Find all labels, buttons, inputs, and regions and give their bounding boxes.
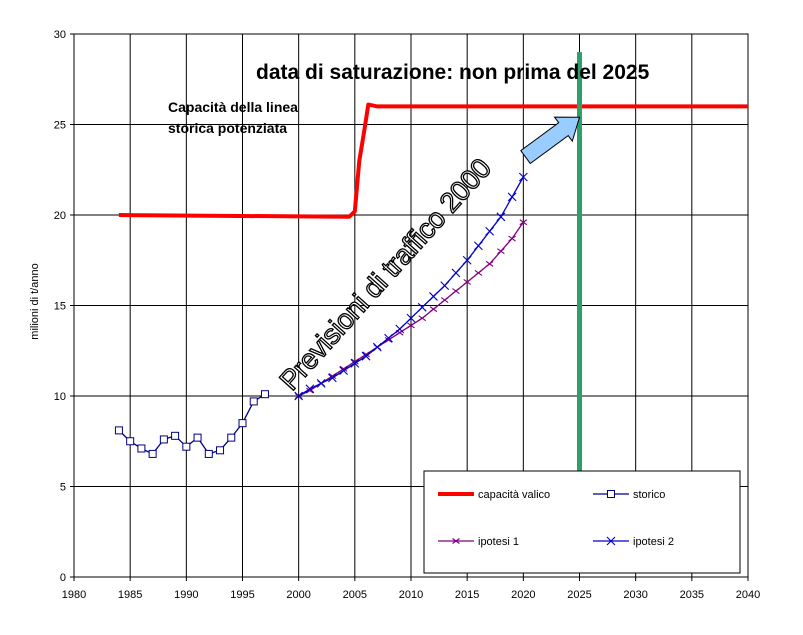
point-x-marker bbox=[350, 359, 360, 368]
x-tick-label: 1980 bbox=[62, 589, 86, 601]
point-x-marker bbox=[361, 351, 371, 361]
x-tick-label: 2000 bbox=[286, 589, 310, 601]
point-cross-marker bbox=[452, 538, 460, 544]
legend-label: capacità valico bbox=[478, 489, 550, 501]
y-tick-label: 10 bbox=[54, 391, 66, 403]
point-cross-marker bbox=[485, 260, 494, 267]
point-square-marker bbox=[171, 431, 180, 440]
point-square-marker bbox=[193, 433, 202, 442]
point-cross-marker bbox=[452, 288, 460, 294]
point-x-marker bbox=[316, 378, 326, 388]
x-tick-label: 2040 bbox=[736, 589, 760, 601]
x-tick-label: 2030 bbox=[623, 589, 647, 601]
y-tick-label: 30 bbox=[54, 29, 66, 41]
legend-box bbox=[423, 470, 741, 574]
point-x-marker bbox=[606, 536, 616, 546]
x-axis-ticks: 1980 1985 1990 1995 2000 2005 2010 2015 2020 2025… bbox=[62, 577, 760, 601]
point-cross-marker bbox=[497, 248, 505, 255]
point-square-marker bbox=[227, 433, 236, 442]
point-cross-marker bbox=[339, 365, 348, 372]
forecast-annotation: Previsioni di traffico 2000 bbox=[273, 152, 497, 396]
point-x-marker bbox=[474, 241, 483, 251]
y-tick-label: 0 bbox=[60, 572, 66, 584]
series-group bbox=[114, 52, 748, 478]
x-tick-label: 1995 bbox=[230, 589, 254, 601]
point-x-marker bbox=[294, 391, 304, 401]
point-square-marker bbox=[238, 419, 247, 428]
point-x-marker bbox=[372, 342, 382, 352]
legend-label: storico bbox=[633, 489, 665, 501]
point-x-marker bbox=[518, 172, 528, 182]
point-x-marker bbox=[395, 324, 405, 334]
point-square-marker bbox=[607, 490, 615, 498]
point-square-marker bbox=[204, 449, 213, 458]
point-x-marker bbox=[429, 292, 438, 301]
y-tick-label: 5 bbox=[60, 482, 66, 494]
y-tick-label: 20 bbox=[54, 210, 66, 222]
point-square-marker bbox=[148, 449, 157, 458]
point-square-marker bbox=[159, 435, 168, 444]
point-square-marker bbox=[260, 390, 269, 399]
legend: capacità valico storico ipotesi 1 ipotesi 2 bbox=[423, 470, 741, 574]
point-square-marker bbox=[249, 397, 258, 406]
point-square-marker bbox=[216, 446, 225, 455]
point-cross-marker bbox=[429, 306, 438, 313]
x-tick-label: 1985 bbox=[118, 589, 142, 601]
point-cross-marker bbox=[519, 219, 528, 226]
point-x-marker bbox=[507, 192, 517, 202]
point-cross-marker bbox=[463, 279, 471, 285]
point-x-marker bbox=[462, 255, 472, 265]
capacity-annotation-line1: Capacità della linea bbox=[168, 99, 298, 115]
point-square-marker bbox=[114, 426, 123, 435]
x-tick-label: 2005 bbox=[343, 589, 367, 601]
point-x-marker bbox=[406, 313, 416, 323]
x-tick-label: 2010 bbox=[399, 589, 423, 601]
y-axis-label: milioni di t/anno bbox=[29, 263, 41, 339]
x-tick-label: 2015 bbox=[455, 589, 479, 601]
point-cross-marker bbox=[440, 297, 449, 304]
point-cross-marker bbox=[328, 373, 337, 380]
point-cross-marker bbox=[351, 358, 359, 365]
series-line bbox=[118, 102, 748, 219]
point-cross-marker bbox=[508, 235, 516, 242]
point-x-marker bbox=[485, 226, 495, 236]
point-cross-marker bbox=[418, 315, 427, 322]
x-tick-label: 2035 bbox=[680, 589, 704, 601]
point-x-marker bbox=[384, 333, 393, 343]
point-cross-marker bbox=[362, 351, 370, 358]
point-square-marker bbox=[182, 442, 191, 451]
point-cross-marker bbox=[474, 269, 483, 276]
x-tick-label: 1990 bbox=[174, 589, 198, 601]
capacity-annotation-line2: storica potenziata bbox=[168, 120, 287, 136]
saturation-annotation: data di saturazione: non prima del 2025 bbox=[256, 61, 650, 84]
point-cross-marker bbox=[384, 336, 393, 343]
point-x-marker bbox=[451, 268, 461, 278]
y-tick-label: 15 bbox=[54, 301, 66, 313]
point-square-marker bbox=[126, 437, 135, 446]
point-cross-marker bbox=[407, 322, 415, 329]
point-x-marker bbox=[417, 302, 427, 312]
point-x-marker bbox=[440, 281, 450, 290]
y-tick-label: 25 bbox=[54, 120, 66, 132]
legend-label: ipotesi 2 bbox=[633, 536, 674, 548]
point-square-marker bbox=[137, 444, 146, 453]
legend-label: ipotesi 1 bbox=[478, 536, 519, 548]
callout-arrow bbox=[520, 116, 581, 165]
x-tick-label: 2025 bbox=[567, 589, 591, 601]
x-tick-label: 2020 bbox=[511, 589, 535, 601]
point-x-marker bbox=[496, 212, 506, 222]
point-cross-marker bbox=[306, 387, 314, 394]
point-x-marker bbox=[305, 384, 315, 394]
point-x-marker bbox=[327, 373, 337, 383]
y-axis-ticks: 0 5 10 15 20 25 30 bbox=[54, 29, 74, 584]
point-x-marker bbox=[339, 366, 348, 376]
